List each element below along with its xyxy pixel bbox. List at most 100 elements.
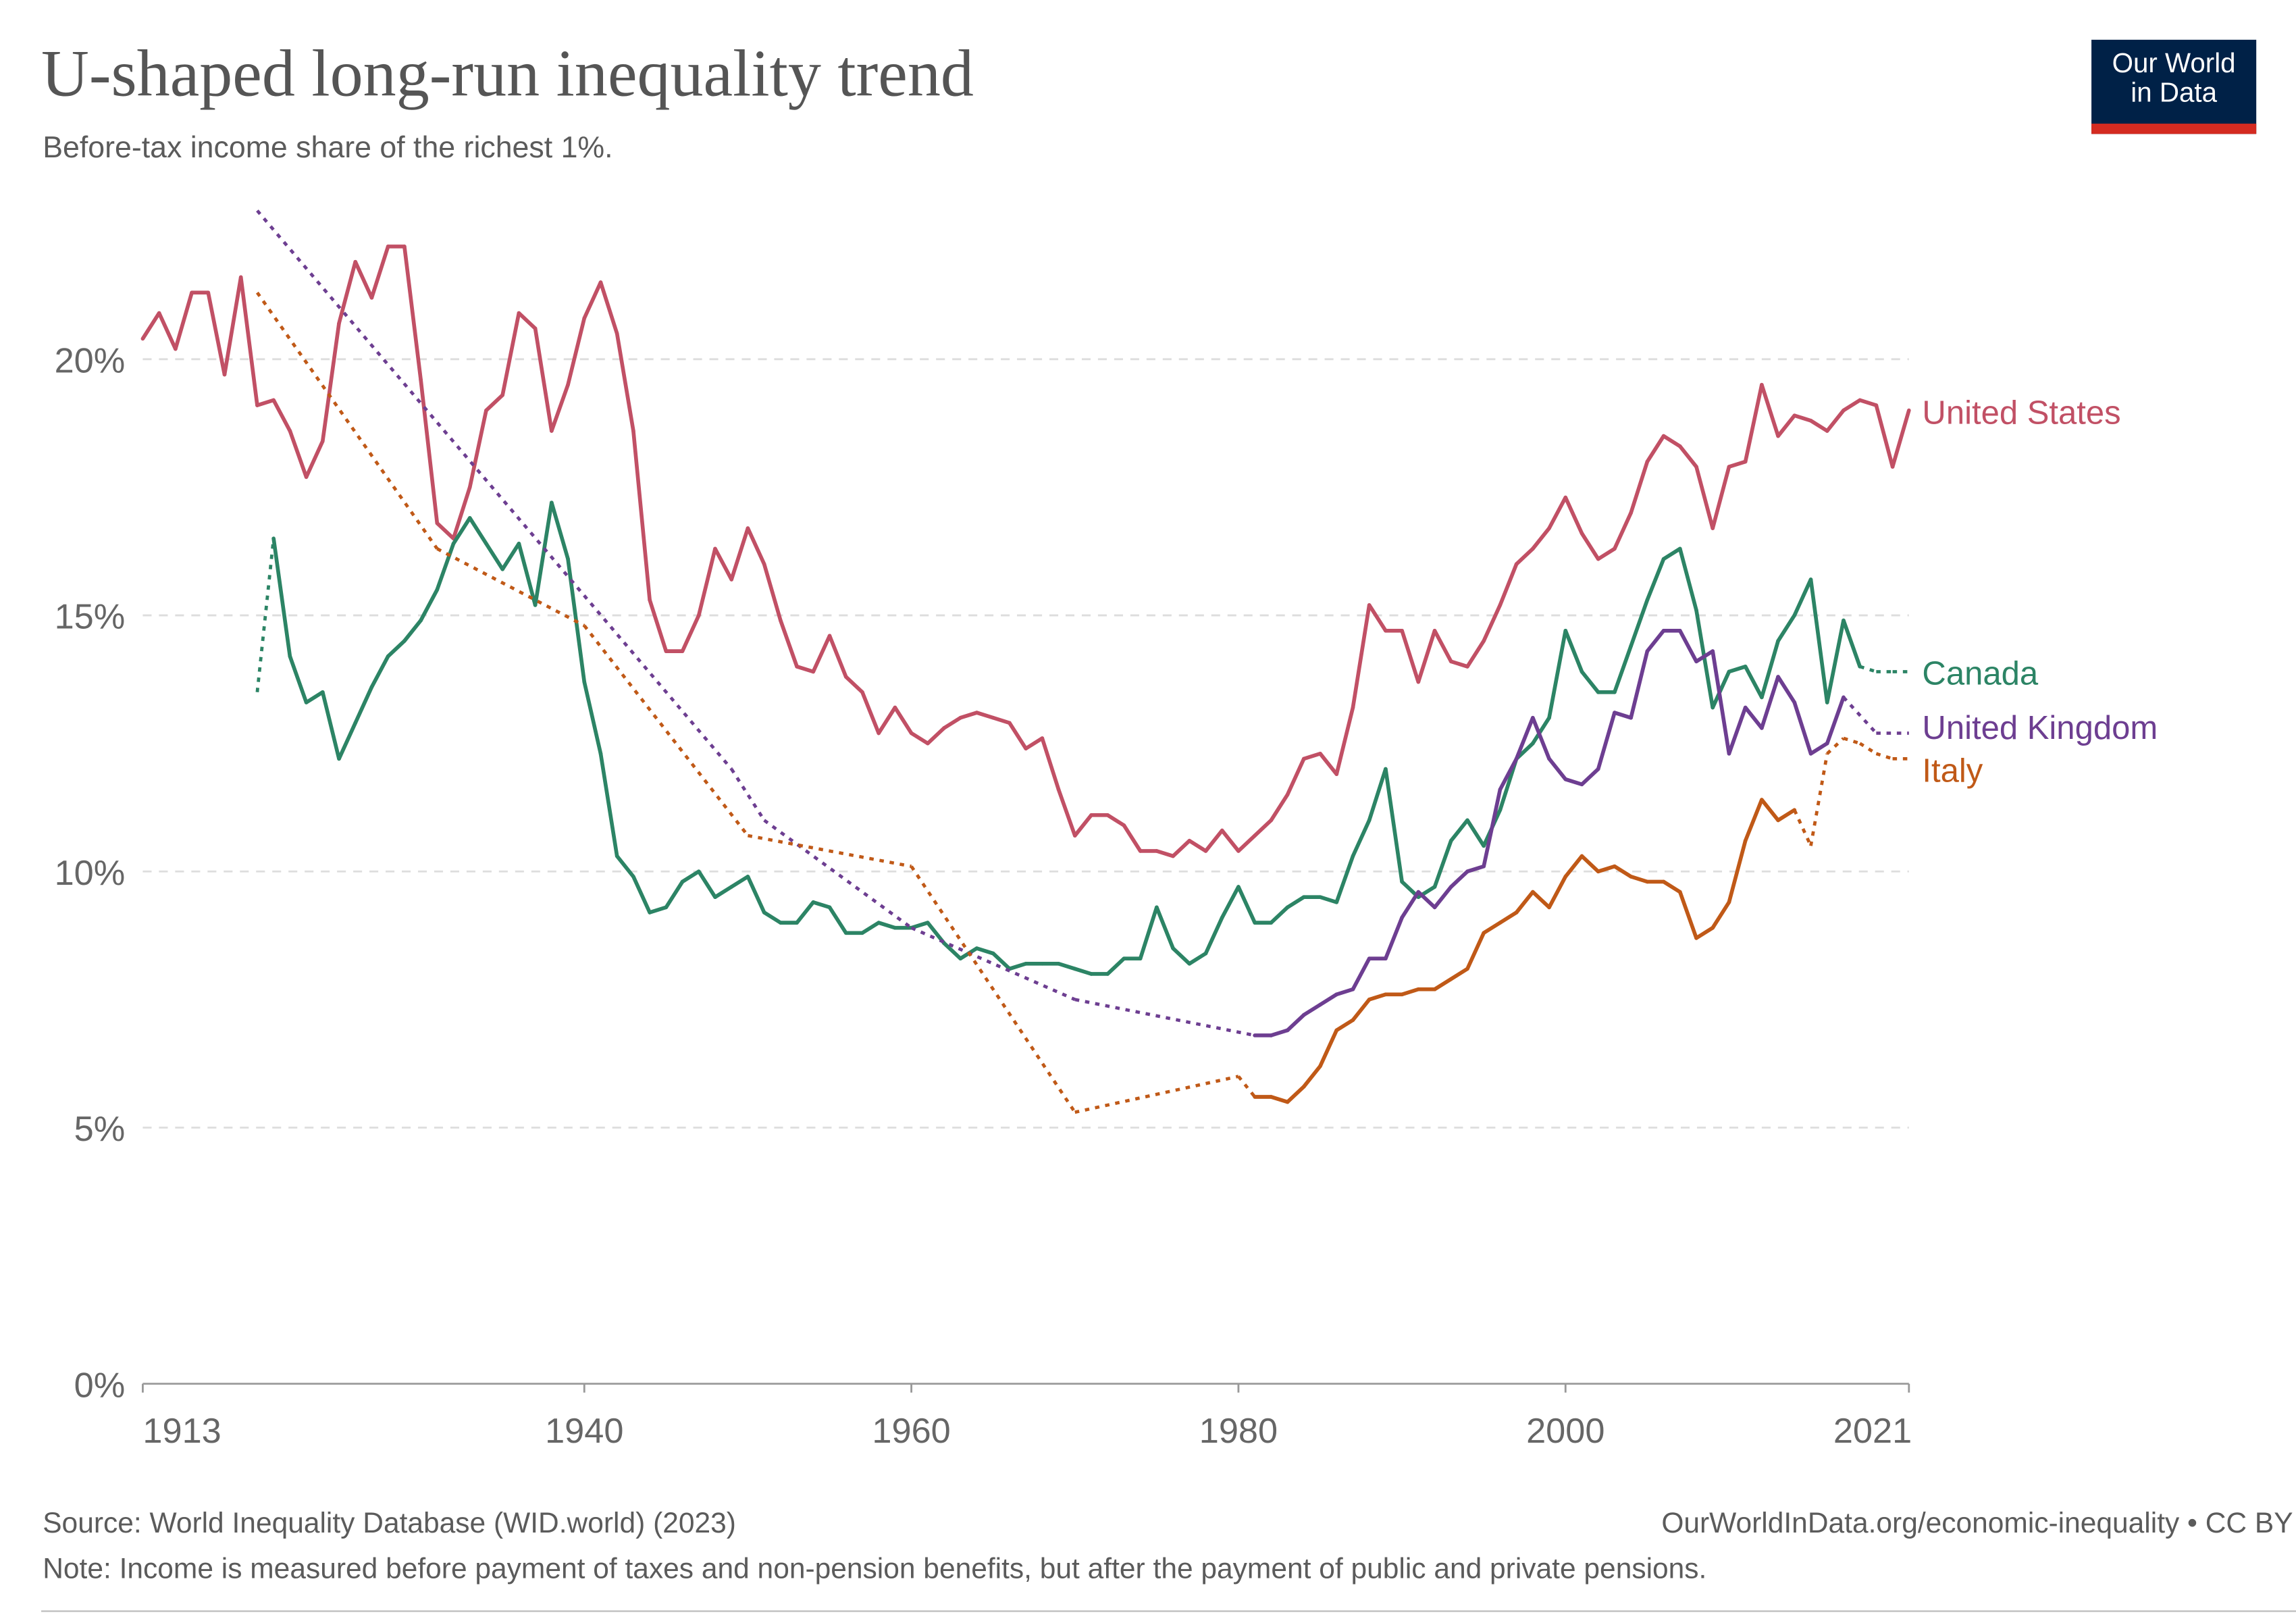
series-label[interactable]: Italy bbox=[1922, 752, 1983, 789]
line-segment bbox=[746, 875, 766, 915]
line-segment bbox=[1727, 665, 1748, 674]
line-segment bbox=[762, 562, 783, 623]
line-segment bbox=[1465, 864, 1486, 874]
line-segment bbox=[320, 690, 341, 761]
line-segment bbox=[451, 485, 472, 541]
line-segment bbox=[402, 618, 423, 643]
line-segment bbox=[779, 618, 799, 669]
line-segment bbox=[1743, 382, 1764, 464]
line-segment bbox=[549, 382, 570, 433]
series-united-states[interactable] bbox=[140, 245, 1911, 858]
line-segment bbox=[1432, 838, 1453, 889]
line-segment bbox=[1825, 408, 1846, 433]
line-segment bbox=[304, 439, 325, 480]
series-united-kingdom[interactable] bbox=[256, 209, 1909, 1037]
line-segment bbox=[1711, 900, 1731, 930]
line-segment bbox=[1056, 788, 1077, 838]
line-segment bbox=[1498, 910, 1519, 925]
line-segment bbox=[1449, 818, 1469, 843]
line-segment bbox=[713, 885, 734, 900]
line-segment bbox=[598, 280, 619, 336]
line-segment bbox=[369, 245, 390, 300]
line-segment bbox=[320, 321, 341, 443]
line-segment bbox=[1711, 465, 1731, 530]
logo-line-2: in Data bbox=[2131, 76, 2218, 108]
line-segment bbox=[1530, 715, 1551, 746]
line-segment bbox=[1416, 628, 1437, 684]
series-italy[interactable] bbox=[255, 291, 1909, 1114]
x-axis: 1913 1940 1960 1980 2000 2021 bbox=[141, 1383, 1912, 1451]
line-segment bbox=[1024, 736, 1045, 751]
line-segment bbox=[1792, 413, 1813, 423]
line-segment bbox=[1825, 695, 1846, 746]
line-segment bbox=[533, 500, 554, 607]
line-segment bbox=[1842, 398, 1862, 413]
line-segment bbox=[1825, 618, 1846, 704]
line-segment bbox=[1677, 546, 1698, 613]
line-segment bbox=[1318, 992, 1339, 1007]
line-segment bbox=[1449, 869, 1469, 889]
line-segment bbox=[1384, 767, 1404, 884]
line-segment bbox=[1563, 495, 1584, 536]
series-label[interactable]: United Kingdom bbox=[1922, 710, 2158, 746]
line-segment bbox=[1334, 854, 1355, 904]
note-text: Note: Income is measured before payment … bbox=[43, 1553, 1707, 1586]
owid-logo[interactable]: Our World in Data bbox=[2091, 39, 2257, 134]
chart-title: U-shaped long-run inequality trend bbox=[41, 36, 974, 111]
line-segment bbox=[1318, 895, 1339, 904]
line-segment bbox=[1105, 956, 1126, 976]
line-segment bbox=[1547, 495, 1568, 530]
line-segment bbox=[419, 378, 440, 525]
series-canada[interactable] bbox=[255, 500, 1909, 976]
line-segment bbox=[615, 332, 635, 433]
interpolated-segment bbox=[1875, 752, 1894, 761]
line-segment bbox=[974, 711, 995, 720]
line-segment bbox=[1613, 711, 1633, 720]
interpolated-segment bbox=[255, 291, 439, 550]
interpolated-segment bbox=[1793, 809, 1812, 847]
line-segment bbox=[1318, 751, 1339, 776]
interpolated-segment bbox=[1859, 665, 1877, 673]
line-segment bbox=[1236, 833, 1257, 853]
line-segment bbox=[1432, 628, 1453, 664]
series-label[interactable]: United States bbox=[1922, 395, 2120, 432]
line-segment bbox=[1645, 557, 1666, 602]
interpolated-segment bbox=[436, 547, 585, 627]
line-segment bbox=[500, 311, 521, 397]
interpolated-segment bbox=[1809, 753, 1829, 846]
line-segment bbox=[271, 398, 292, 433]
y-axis-labels: 0% 5% 10% 15% 20% bbox=[55, 341, 126, 1405]
line-segment bbox=[1694, 925, 1715, 940]
line-segment bbox=[1203, 915, 1224, 956]
line-segment bbox=[1645, 628, 1666, 653]
interpolated-segment bbox=[747, 833, 912, 869]
line-segment bbox=[1269, 792, 1290, 823]
interpolated-segment bbox=[1842, 696, 1878, 735]
line-segment bbox=[1285, 1012, 1306, 1033]
interpolated-segment bbox=[1843, 736, 1860, 745]
line-segment bbox=[1792, 700, 1813, 756]
line-segment bbox=[1645, 434, 1666, 464]
interpolated-segment bbox=[1074, 998, 1255, 1037]
line-segment bbox=[1858, 398, 1879, 407]
bottom-divider bbox=[41, 1610, 2296, 1612]
line-segment bbox=[1661, 879, 1682, 894]
line-segment bbox=[1677, 444, 1698, 469]
line-chart: 0% 5% 10% 15% 20% 1913 1940 1960 1980 2000 2021 U… bbox=[55, 209, 2158, 1451]
line-segment bbox=[1629, 598, 1650, 648]
line-segment bbox=[1760, 675, 1780, 730]
series-label[interactable]: Canada bbox=[1922, 655, 2038, 692]
line-segment bbox=[795, 665, 816, 674]
line-segment bbox=[843, 675, 864, 694]
line-segment bbox=[1874, 403, 1895, 469]
line-segment bbox=[1547, 628, 1568, 720]
line-segment bbox=[811, 900, 832, 910]
line-segment bbox=[909, 921, 930, 930]
credit-link[interactable]: OurWorldInData.org/economic-inequality •… bbox=[1661, 1507, 2293, 1540]
x-tick-label: 1913 bbox=[142, 1412, 221, 1451]
line-segment bbox=[1072, 967, 1093, 976]
line-segment bbox=[1040, 736, 1061, 792]
line-segment bbox=[1661, 434, 1682, 448]
interpolated-segment bbox=[1826, 737, 1845, 755]
line-segment bbox=[1890, 408, 1911, 469]
